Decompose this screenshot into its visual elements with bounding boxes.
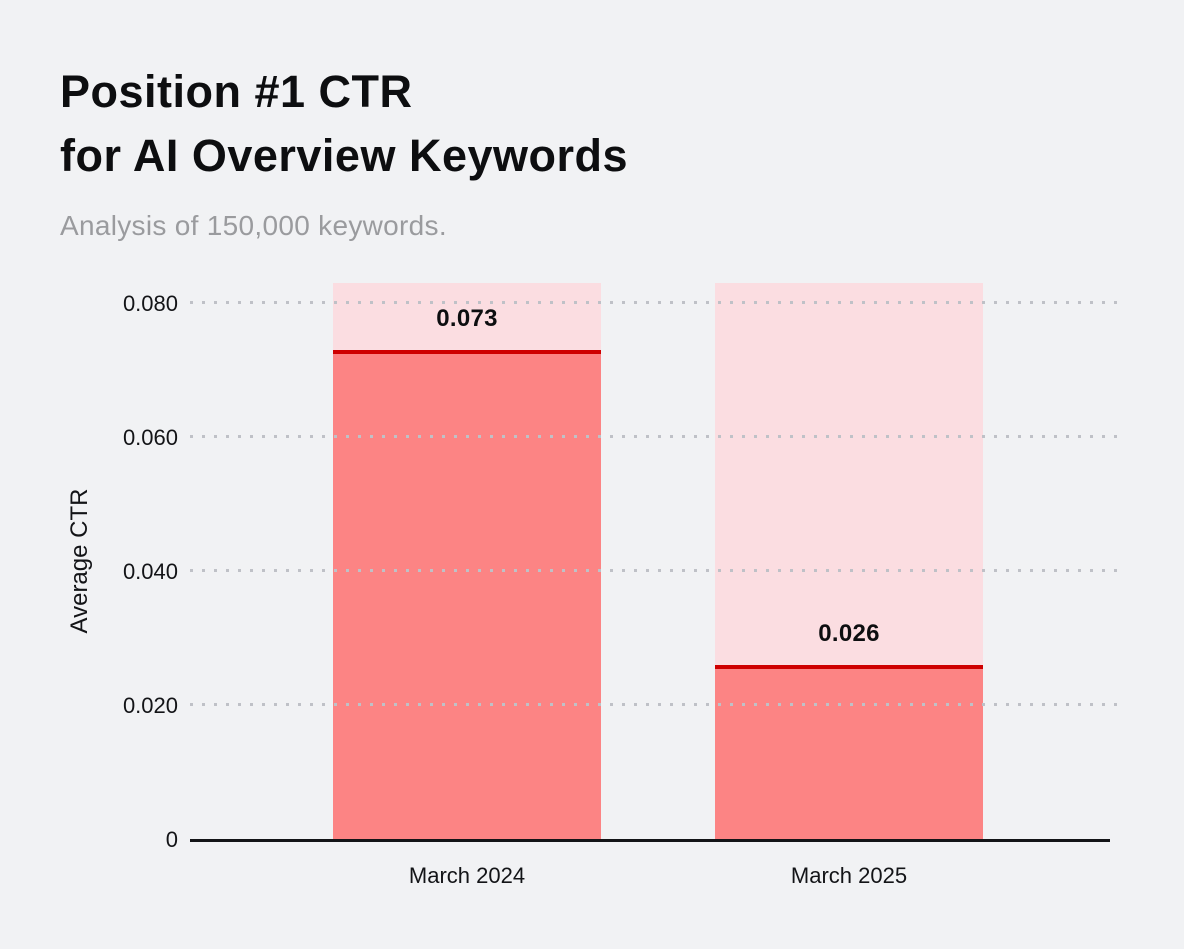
page-title: Position #1 CTR for AI Overview Keywords (60, 60, 628, 188)
x-axis-label-march-2024: March 2024 (408, 863, 526, 888)
y-tick-label-0.020: 0.020 (122, 693, 178, 719)
bar-value-label-march-2024: 0.073 (436, 305, 498, 333)
x-axis-label-march-2025: March 2025 (790, 863, 908, 888)
y-tick-label-0.060: 0.060 (122, 425, 178, 451)
gridline-0.060 (190, 435, 1126, 439)
gridline-0.020 (190, 703, 1126, 707)
title-line-1: Position #1 CTR (60, 66, 413, 117)
chart-subtitle: Analysis of 150,000 keywords. (60, 210, 447, 241)
x-axis-line (190, 839, 1110, 842)
chart-header: Position #1 CTR for AI Overview Keywords… (60, 60, 628, 242)
bar-value-label-march-2025: 0.026 (818, 619, 880, 647)
bar-march-2025 (715, 664, 983, 839)
gridline-0.040 (190, 569, 1126, 573)
y-tick-label-0: 0 (165, 827, 178, 852)
y-axis-title: Average CTR (66, 488, 93, 634)
bar-march-2024 (333, 350, 601, 839)
y-tick-label-0.080: 0.080 (122, 291, 178, 317)
y-tick-label-0.040: 0.040 (122, 559, 178, 585)
gridline-0.080 (190, 301, 1126, 305)
title-line-2: for AI Overview Keywords (60, 130, 629, 181)
